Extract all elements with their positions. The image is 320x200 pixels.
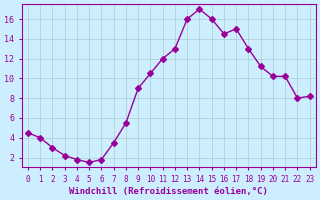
X-axis label: Windchill (Refroidissement éolien,°C): Windchill (Refroidissement éolien,°C): [69, 187, 268, 196]
